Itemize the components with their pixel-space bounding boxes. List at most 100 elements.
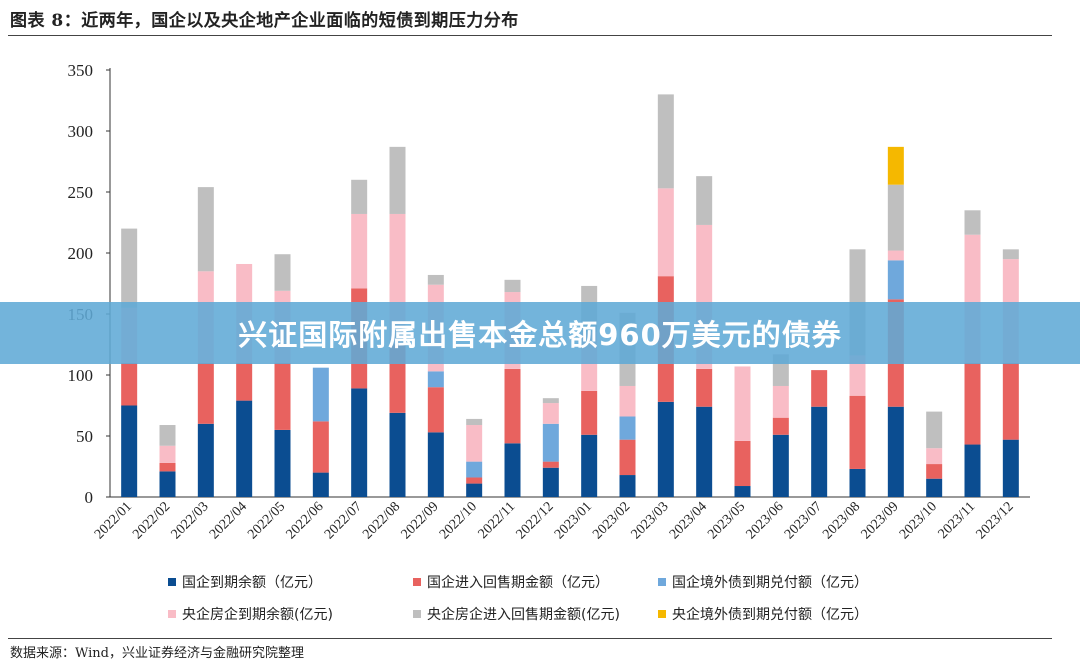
x-tick-label: 2022/09 [399, 499, 442, 542]
bar-segment-2 [504, 368, 521, 444]
x-tick-label: 2023/06 [744, 499, 787, 542]
bar-segment-2 [696, 368, 713, 407]
bar-segment-5 [121, 228, 138, 308]
bar-segment-1 [1002, 439, 1019, 497]
y-tick-label: 200 [68, 244, 94, 263]
legend-item-5: 央企房企进入回售期金额(亿元) [413, 604, 658, 624]
bar-segment-1 [811, 406, 828, 497]
legend-label: 国企进入回售期金额（亿元） [427, 575, 609, 591]
bar-segment-6 [887, 146, 904, 185]
y-tick-label: 350 [68, 61, 94, 80]
bar-segment-3 [619, 416, 636, 440]
x-tick-label: 2023/08 [820, 499, 863, 542]
title-rule [8, 35, 1052, 36]
x-tick-label: 2022/11 [476, 499, 519, 542]
bar-segment-5 [696, 176, 713, 225]
bar-segment-5 [274, 254, 291, 291]
bar-segment-2 [811, 370, 828, 407]
x-tick-label: 2023/04 [667, 499, 710, 542]
bar-segment-5 [427, 274, 444, 285]
legend-item-3: 国企境外债到期兑付额（亿元） [658, 572, 958, 592]
bar-segment-1 [274, 429, 291, 497]
legend-label: 央企房企进入回售期金额(亿元) [427, 607, 620, 623]
news-banner-text: 兴证国际附属出售本金总额960万美元的债券 [238, 318, 842, 352]
legend-item-1: 国企到期余额（亿元） [168, 572, 413, 592]
legend-swatch [658, 610, 666, 618]
bar-segment-4 [887, 250, 904, 261]
bar-segment-5 [542, 398, 559, 404]
x-tick-label: 2022/03 [169, 499, 212, 542]
legend-swatch [168, 610, 176, 618]
legend-swatch [413, 578, 421, 586]
bar-segment-1 [504, 443, 521, 497]
legend-item-2: 国企进入回售期金额（亿元） [413, 572, 658, 592]
x-tick-label: 2022/02 [130, 499, 173, 542]
bar-segment-2 [619, 439, 636, 476]
bar-segment-2 [312, 421, 329, 473]
bar-segment-1 [236, 400, 253, 497]
x-tick-label: 2023/01 [552, 499, 595, 542]
data-source: 数据来源：Wind，兴业证券经济与金融研究院整理 [10, 646, 304, 661]
bar-segment-5 [504, 279, 521, 293]
bar-segment-2 [197, 362, 214, 424]
x-tick-label: 2022/10 [437, 499, 480, 542]
bar-segment-3 [542, 423, 559, 462]
bar-segment-1 [542, 467, 559, 497]
bar-segment-3 [887, 260, 904, 300]
bar-segment-1 [197, 423, 214, 497]
y-tick-label: 100 [68, 366, 94, 385]
bar-segment-4 [159, 445, 176, 463]
y-tick-label: 50 [76, 427, 93, 446]
bar-segment-2 [926, 464, 943, 479]
bar-segment-4 [734, 366, 751, 441]
bar-segment-2 [581, 390, 598, 435]
bar-segment-5 [197, 187, 214, 272]
figure-title: 图表 8：近两年，国企以及央企地产企业面临的短债到期压力分布 [10, 11, 519, 31]
bar-segment-5 [1002, 249, 1019, 260]
x-tick-label: 2022/12 [514, 499, 557, 542]
legend-item-6: 央企境外债到期兑付额（亿元） [658, 604, 958, 624]
bar-segment-4 [926, 448, 943, 465]
bar-segment-2 [1002, 362, 1019, 440]
bar-segment-2 [274, 362, 291, 430]
bar-segment-4 [619, 385, 636, 417]
x-tick-label: 2022/07 [322, 499, 365, 542]
bar-segment-1 [772, 434, 789, 497]
bar-segment-3 [466, 461, 483, 478]
bar-segment-4 [657, 188, 674, 277]
bar-segment-1 [619, 475, 636, 497]
bar-segment-2 [772, 417, 789, 435]
bar-segment-5 [351, 179, 368, 214]
bar-segment-5 [466, 418, 483, 426]
bar-segment-1 [466, 483, 483, 497]
x-tick-label: 2023/12 [974, 499, 1017, 542]
bar-segment-5 [389, 146, 406, 214]
legend-item-4: 央企房企到期余额(亿元) [168, 604, 413, 624]
bar-segment-1 [849, 468, 866, 497]
y-tick-label: 250 [68, 183, 94, 202]
bar-segment-1 [657, 401, 674, 497]
news-banner: 兴证国际附属出售本金总额960万美元的债券 [0, 302, 1080, 364]
legend-label: 国企到期余额（亿元） [182, 575, 322, 591]
bar-segment-1 [312, 472, 329, 497]
bar-segment-3 [427, 371, 444, 388]
x-tick-label: 2022/08 [360, 499, 403, 542]
bar-segment-2 [121, 362, 138, 406]
bar-segment-2 [734, 440, 751, 487]
x-tick-label: 2023/09 [859, 499, 902, 542]
legend-label: 央企境外债到期兑付额（亿元） [672, 607, 868, 623]
bar-segment-5 [926, 411, 943, 449]
bar-segment-1 [926, 478, 943, 497]
bar-segment-1 [427, 432, 444, 497]
bar-segment-2 [964, 362, 981, 445]
chart-legend: 国企到期余额（亿元） 国企进入回售期金额（亿元） 国企境外债到期兑付额（亿元） 央企房… [168, 572, 968, 624]
x-tick-label: 2023/03 [629, 499, 672, 542]
bar-segment-5 [159, 425, 176, 446]
bar-segment-4 [466, 425, 483, 462]
bar-segment-5 [657, 94, 674, 189]
x-tick-label: 2023/02 [590, 499, 633, 542]
x-tick-label: 2023/10 [897, 499, 940, 542]
source-rule [8, 638, 1052, 639]
bar-segment-2 [236, 362, 253, 401]
bar-segment-2 [542, 461, 559, 468]
